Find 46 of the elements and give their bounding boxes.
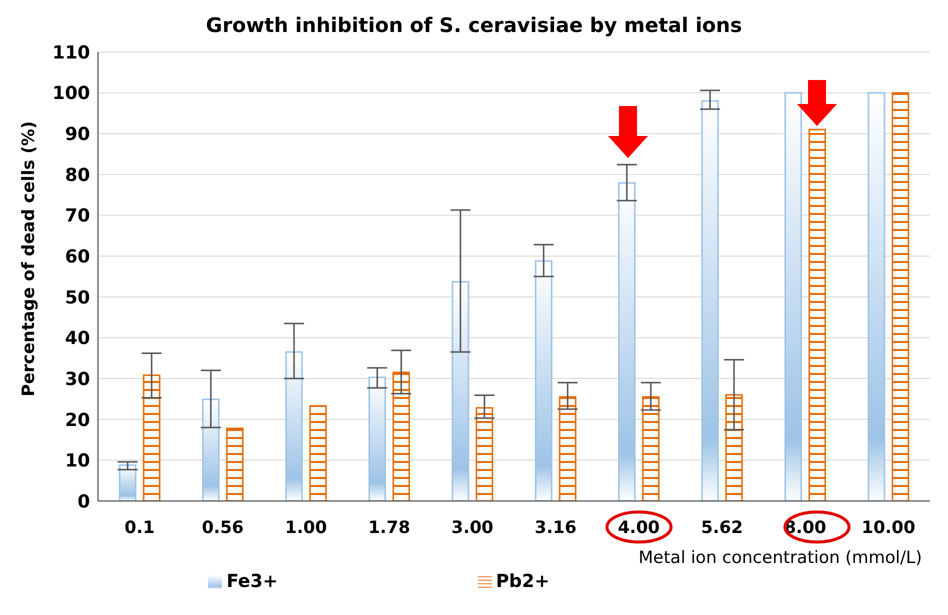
bar bbox=[202, 398, 220, 501]
x-axis-title: Metal ion concentration (mmol/L) bbox=[638, 548, 922, 568]
bar bbox=[534, 260, 552, 501]
x-tick-label: 3.16 bbox=[534, 518, 577, 538]
bar bbox=[618, 182, 636, 501]
bar bbox=[118, 464, 136, 501]
x-tick-label: 0.1 bbox=[124, 518, 155, 538]
bar bbox=[142, 374, 160, 501]
bar bbox=[476, 407, 494, 501]
legend-label: Pb2+ bbox=[496, 571, 550, 592]
bar bbox=[558, 396, 576, 501]
bar bbox=[701, 100, 719, 501]
bar bbox=[642, 396, 660, 501]
x-tick-label: 1.78 bbox=[368, 518, 410, 538]
bar bbox=[309, 405, 327, 501]
bar bbox=[452, 281, 470, 501]
x-tick-label: 5.62 bbox=[701, 518, 743, 538]
y-tick-label: 30 bbox=[64, 368, 90, 390]
y-tick-label: 90 bbox=[64, 124, 90, 146]
y-tick-label: 10 bbox=[64, 450, 90, 472]
bar bbox=[808, 128, 826, 501]
y-tick-label: 110 bbox=[52, 42, 90, 64]
x-tick-label: 3.00 bbox=[451, 518, 494, 538]
y-tick-label: 40 bbox=[64, 328, 90, 350]
x-tick-label: 0.56 bbox=[202, 518, 244, 538]
bar bbox=[368, 376, 386, 501]
y-tick-label: 70 bbox=[64, 206, 90, 227]
bar bbox=[784, 92, 802, 501]
x-tick-label: 10.00 bbox=[862, 518, 916, 538]
legend-label: Fe3+ bbox=[226, 571, 278, 592]
x-tick-label: 1.00 bbox=[285, 518, 328, 538]
bar bbox=[725, 394, 743, 501]
bar bbox=[226, 428, 244, 501]
y-tick-label: 50 bbox=[64, 287, 90, 308]
y-tick-label: 100 bbox=[52, 83, 90, 104]
x-tick-label: 4.00 bbox=[618, 518, 660, 538]
bar bbox=[868, 92, 886, 501]
y-axis-title: Percentage of dead cells (%) bbox=[19, 121, 40, 396]
chart-title: Growth inhibition of S. ceravisiae by metal ions bbox=[204, 12, 744, 39]
y-tick-label: 0 bbox=[77, 491, 90, 512]
y-tick-label: 20 bbox=[64, 410, 90, 431]
bar bbox=[392, 372, 410, 501]
bar bbox=[892, 92, 910, 501]
bar bbox=[285, 351, 303, 501]
y-tick-label: 60 bbox=[64, 246, 90, 268]
y-tick-label: 80 bbox=[64, 164, 90, 186]
